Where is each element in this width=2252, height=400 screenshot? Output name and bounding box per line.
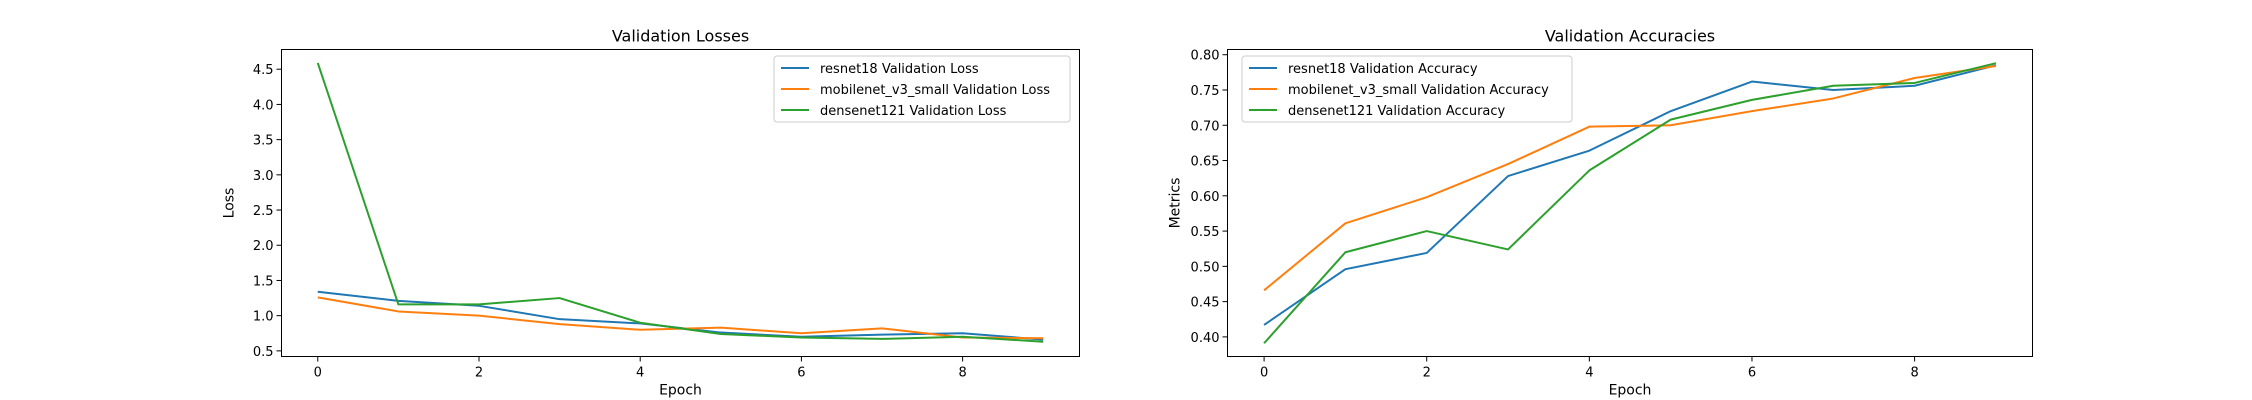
chart-title: Validation Accuracies: [1545, 27, 1715, 46]
legend-label-2: mobilenet_v3_small Validation Loss: [820, 83, 1050, 98]
x-tick-label: 2: [475, 366, 483, 381]
x-axis-label: Epoch: [1609, 383, 1652, 399]
y-tick-label: 3.0: [253, 169, 274, 184]
series-line-3: [316, 62, 1044, 343]
y-tick-label: 4.5: [253, 63, 274, 78]
y-tick-label: 0.50: [1191, 260, 1220, 275]
x-tick-label: 0: [314, 366, 322, 381]
series-line-2: [1263, 65, 1997, 292]
x-tick-label: 0: [1260, 366, 1268, 381]
y-axis-label: Metrics: [1168, 178, 1184, 229]
plot-lines: [1263, 62, 1997, 344]
y-tick-label: 0.70: [1191, 119, 1220, 134]
series-line-3: [1263, 62, 1997, 344]
legend-box: [1241, 55, 1573, 123]
x-tick-label: 6: [1748, 366, 1756, 381]
y-tick-label: 2.0: [253, 239, 274, 254]
y-tick-label: 1.5: [253, 274, 274, 289]
y-tick-label: 0.5: [253, 345, 274, 360]
y-tick-label: 0.75: [1191, 84, 1220, 99]
y-tick-label: 0.60: [1191, 190, 1220, 205]
y-tick-label: 0.40: [1191, 331, 1220, 346]
x-tick-label: 2: [1423, 366, 1431, 381]
chart-panel-2: Validation Accuracies 0 2 4 6 8 0.40 0.45 0.50 0.…: [1168, 27, 2033, 399]
y-tick-label: 0.65: [1191, 155, 1220, 170]
plot-lines: [316, 62, 1044, 343]
axes-frame: [1227, 49, 2033, 357]
y-tick-label: 2.5: [253, 204, 274, 219]
legend-label-3: densenet121 Validation Accuracy: [1288, 104, 1506, 119]
x-tick-label: 6: [797, 366, 805, 381]
y-tick-label: 3.5: [253, 134, 274, 149]
y-axis-label: Loss: [222, 188, 238, 219]
y-tick-label: 4.0: [253, 98, 274, 113]
y-tick-label: 0.55: [1191, 225, 1220, 240]
y-tick-label: 0.80: [1191, 49, 1220, 64]
x-axis-label: Epoch: [659, 383, 702, 399]
x-tick-label: 8: [1910, 366, 1918, 381]
axes-frame: [281, 49, 1080, 357]
x-tick-label: 4: [1585, 366, 1593, 381]
y-tick-label: 1.0: [253, 310, 274, 325]
x-tick-label: 4: [636, 366, 644, 381]
legend: resnet18 Validation Accuracy mobilenet_v3…: [1241, 55, 1573, 123]
legend-label-3: densenet121 Validation Loss: [820, 104, 1007, 119]
y-tick-label: 0.45: [1191, 296, 1220, 311]
legend: resnet18 Validation Loss mobilenet_v3_sma…: [773, 55, 1071, 123]
legend-box: [773, 55, 1071, 123]
x-tick-label: 8: [958, 366, 966, 381]
chart-panel-1: Validation Losses 0 2 4 6 8 0.5 1.0 1.5 2.0 2.5 3.0…: [222, 27, 1080, 399]
legend-label-2: mobilenet_v3_small Validation Accuracy: [1288, 83, 1549, 98]
legend-label-1: resnet18 Validation Loss: [820, 62, 979, 77]
legend-label-1: resnet18 Validation Accuracy: [1288, 62, 1478, 77]
chart-title: Validation Losses: [612, 27, 749, 46]
